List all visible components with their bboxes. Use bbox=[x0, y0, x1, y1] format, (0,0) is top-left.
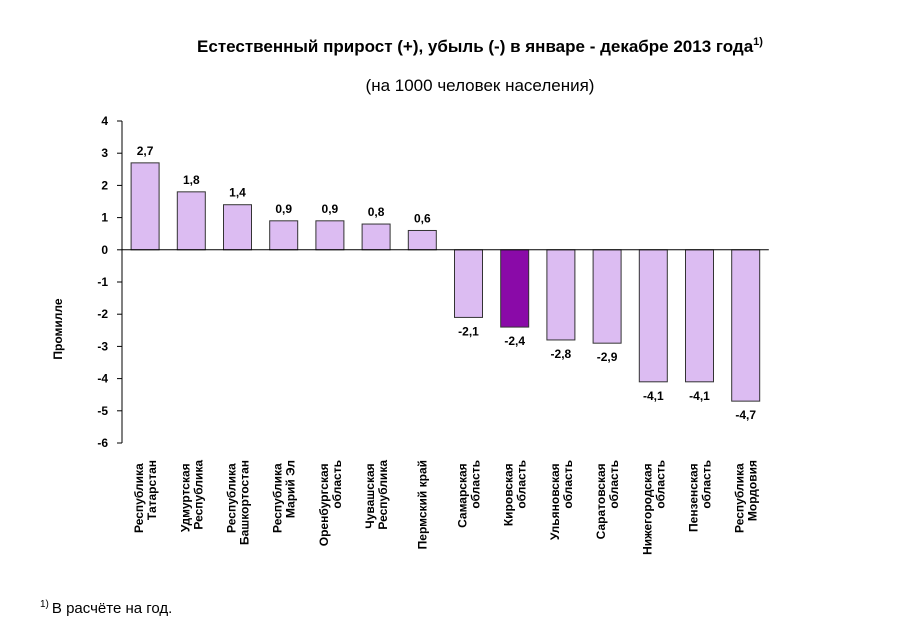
bar bbox=[269, 220, 299, 251]
x-tick-label-line: Республика bbox=[191, 460, 205, 530]
x-tick-label-line: Марий Эл bbox=[284, 460, 298, 518]
value-label: -2,9 bbox=[597, 350, 618, 364]
title-superscript: 1) bbox=[753, 36, 763, 48]
value-label: -4,7 bbox=[735, 408, 756, 422]
bar bbox=[546, 249, 576, 341]
y-tick-label: -3 bbox=[97, 339, 108, 353]
x-tick-label-line: область bbox=[330, 460, 344, 509]
x-tick-label: Удмуртская Республика bbox=[178, 460, 205, 532]
value-label: -2,8 bbox=[551, 347, 572, 361]
x-tick-label-line: область bbox=[607, 460, 621, 509]
x-tick-label-line: Республика bbox=[376, 460, 390, 530]
value-label: 0,6 bbox=[414, 211, 431, 225]
x-tick-label-line: Самарская bbox=[456, 463, 470, 528]
x-tick-label: Кировская область bbox=[502, 460, 529, 526]
x-tick-label: Пермский край bbox=[415, 460, 429, 549]
y-tick-label: 0 bbox=[101, 243, 108, 257]
bar bbox=[638, 249, 668, 383]
x-tick-label-line: Пензенская bbox=[687, 463, 701, 532]
x-tick-label: Нижегородская область bbox=[640, 460, 667, 555]
x-tick-label: Республика Татарстан bbox=[132, 460, 159, 533]
y-tick-label: -5 bbox=[97, 404, 108, 418]
x-tick-label: Республика Марий Эл bbox=[271, 460, 298, 533]
x-tick-label-line: Пермский край bbox=[415, 460, 429, 549]
x-tick-label: Самарская область bbox=[456, 460, 483, 528]
chart-title-group: Естественный прирост (+), убыль (-) в ян… bbox=[197, 36, 763, 56]
footnote-marker: 1) bbox=[40, 599, 49, 610]
x-tick-label: Чувашская Республика bbox=[363, 460, 390, 530]
bar bbox=[130, 162, 160, 251]
chart-subtitle: (на 1000 человек населения) bbox=[366, 76, 595, 95]
bar bbox=[361, 223, 391, 251]
footnote-text: В расчёте на год. bbox=[52, 600, 172, 617]
y-tick-label: -2 bbox=[97, 307, 108, 321]
value-label: -4,1 bbox=[689, 389, 710, 403]
x-tick-label-line: Мордовия bbox=[746, 460, 760, 521]
footnote: 1) В расчёте на год. bbox=[40, 599, 172, 617]
x-tick-label-line: область bbox=[700, 460, 714, 509]
y-tick-label: -1 bbox=[97, 275, 108, 289]
y-tick-label: 3 bbox=[101, 146, 108, 160]
value-label: 2,7 bbox=[137, 144, 154, 158]
value-label: 0,9 bbox=[322, 202, 339, 216]
bar bbox=[176, 191, 206, 251]
bar bbox=[592, 249, 622, 344]
y-tick-label: -4 bbox=[97, 372, 108, 386]
y-tick-label: 2 bbox=[101, 178, 108, 192]
x-tick-label-line: область bbox=[561, 460, 575, 509]
bar bbox=[500, 249, 530, 328]
value-label: -2,4 bbox=[504, 334, 525, 348]
bar bbox=[454, 249, 483, 318]
bar bbox=[315, 220, 345, 251]
x-tick-label: Республика Башкортостан bbox=[225, 460, 252, 545]
x-tick-label: Оренбургская область bbox=[317, 460, 344, 546]
y-axis-label: Промилле bbox=[51, 298, 65, 359]
bar bbox=[407, 229, 437, 251]
value-label: -4,1 bbox=[643, 389, 664, 403]
x-tick-label-line: Саратовская bbox=[594, 463, 608, 539]
value-label: 1,8 bbox=[183, 173, 200, 187]
x-tick-label-line: область bbox=[653, 460, 667, 509]
value-label: 1,4 bbox=[229, 186, 246, 200]
x-tick-label-line: Республика bbox=[733, 463, 747, 533]
x-tick-label-line: Ульяновская bbox=[548, 463, 562, 540]
x-tick-label-line: область bbox=[469, 460, 483, 509]
y-tick-label: 1 bbox=[101, 211, 108, 225]
bar bbox=[223, 204, 252, 251]
x-tick-label-line: Оренбургская bbox=[317, 463, 331, 546]
x-tick-label-line: Кировская bbox=[502, 463, 516, 526]
chart-title: Естественный прирост (+), убыль (-) в ян… bbox=[197, 37, 754, 56]
x-tick-label: Пензенская область bbox=[687, 460, 714, 532]
x-tick-label-line: Башкортостан bbox=[238, 460, 252, 545]
x-tick-label-line: область bbox=[515, 460, 529, 509]
value-label: -2,1 bbox=[458, 324, 479, 338]
value-label: 0,8 bbox=[368, 205, 385, 219]
y-tick-label: 4 bbox=[101, 114, 108, 128]
x-tick-label: Саратовская область bbox=[594, 460, 621, 539]
x-tick-label: Республика Мордовия bbox=[733, 460, 760, 533]
bar bbox=[685, 249, 714, 383]
x-tick-label-line: Республика bbox=[271, 463, 285, 533]
x-tick-label-line: Татарстан bbox=[145, 460, 159, 520]
y-tick-label: -6 bbox=[97, 436, 108, 450]
x-tick-label-line: Удмуртская bbox=[178, 463, 192, 532]
bar bbox=[731, 249, 761, 402]
x-tick-label-line: Республика bbox=[225, 463, 239, 533]
x-tick-label-line: Чувашская bbox=[363, 463, 377, 528]
value-label: 0,9 bbox=[275, 202, 292, 216]
x-tick-label: Ульяновская область bbox=[548, 460, 575, 540]
x-tick-label-line: Республика bbox=[132, 463, 146, 533]
x-tick-label-line: Нижегородская bbox=[640, 463, 654, 555]
